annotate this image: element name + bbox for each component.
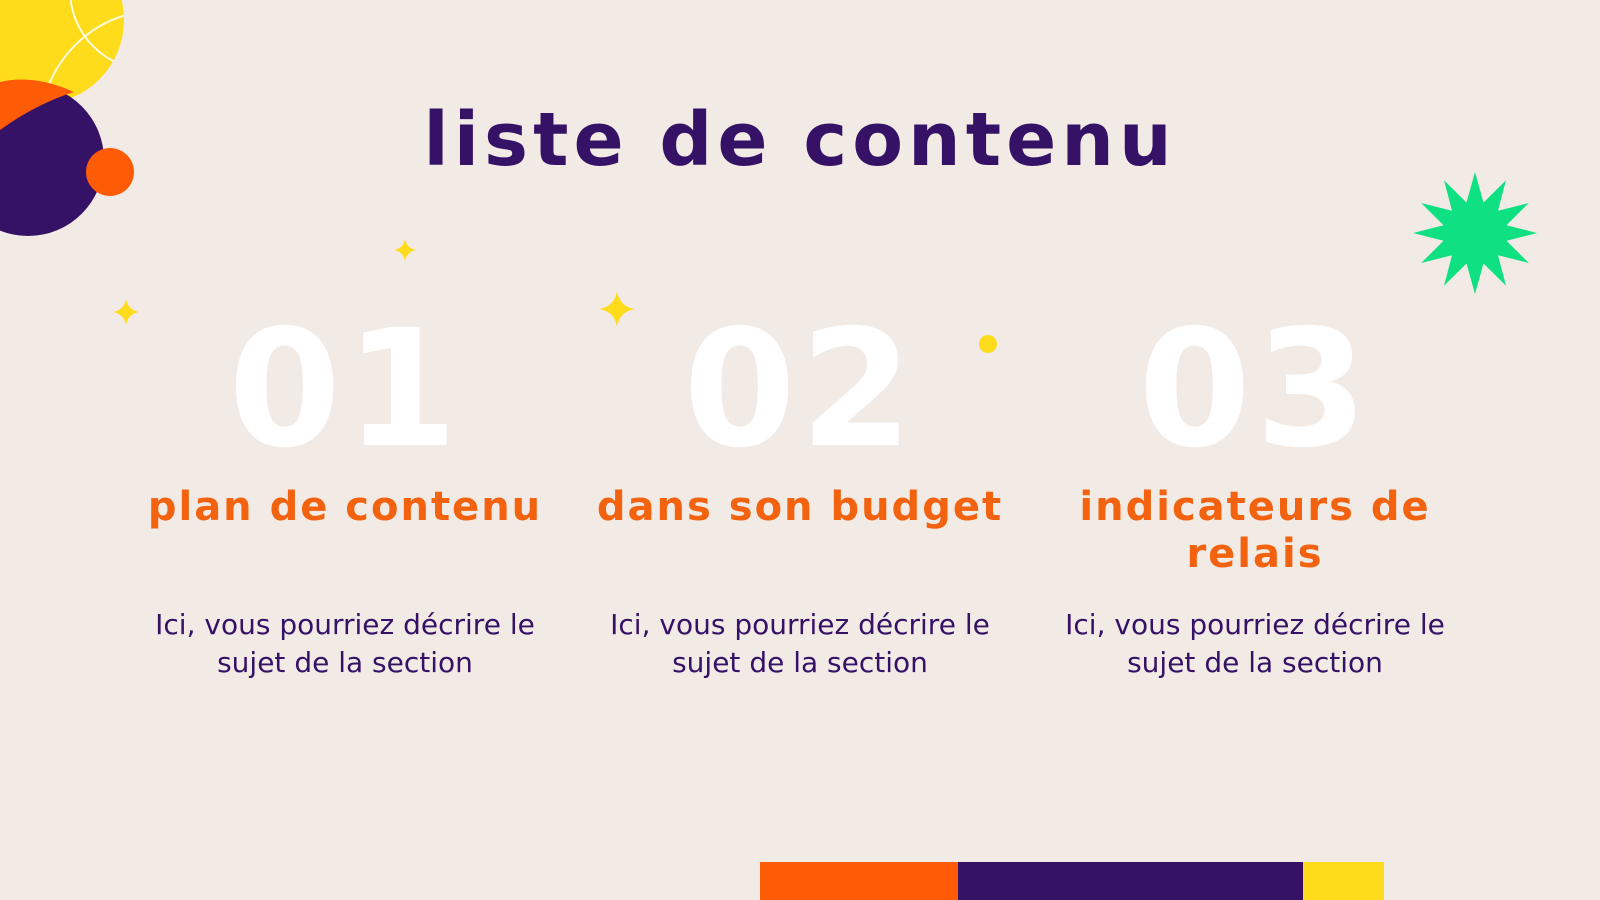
color-bar-yellow (1303, 862, 1384, 900)
item-heading: Dans son budget (596, 484, 1004, 530)
content-item-1: 01 Plan de contenu Ici, vous pourriez dé… (125, 300, 565, 682)
sparkle-icon (393, 238, 417, 262)
content-item-3: 03 Indicateurs de relais Ici, vous pourr… (1035, 300, 1475, 682)
item-description: Ici, vous pourriez décrire le sujet de l… (155, 608, 535, 679)
corner-circles-decoration (0, 0, 134, 236)
item-number: 02 (683, 296, 917, 484)
item-number: 03 (1138, 296, 1372, 484)
sparkle-icon (113, 299, 139, 325)
item-number: 01 (228, 296, 462, 484)
color-bar-orange (760, 862, 958, 900)
item-heading: Plan de contenu (147, 484, 543, 530)
item-description: Ici, vous pourriez décrire le sujet de l… (610, 608, 990, 679)
dot-icon (979, 335, 997, 353)
color-bar-purple (958, 862, 1303, 900)
slide-title: Liste de contenu (423, 97, 1177, 183)
starburst-icon (1413, 172, 1537, 294)
item-description: Ici, vous pourriez décrire le sujet de l… (1065, 608, 1445, 679)
sparkle-icon (599, 291, 635, 327)
content-item-2: 02 Dans son budget Ici, vous pourriez dé… (580, 300, 1020, 682)
item-heading: Indicateurs de relais (1079, 484, 1431, 577)
